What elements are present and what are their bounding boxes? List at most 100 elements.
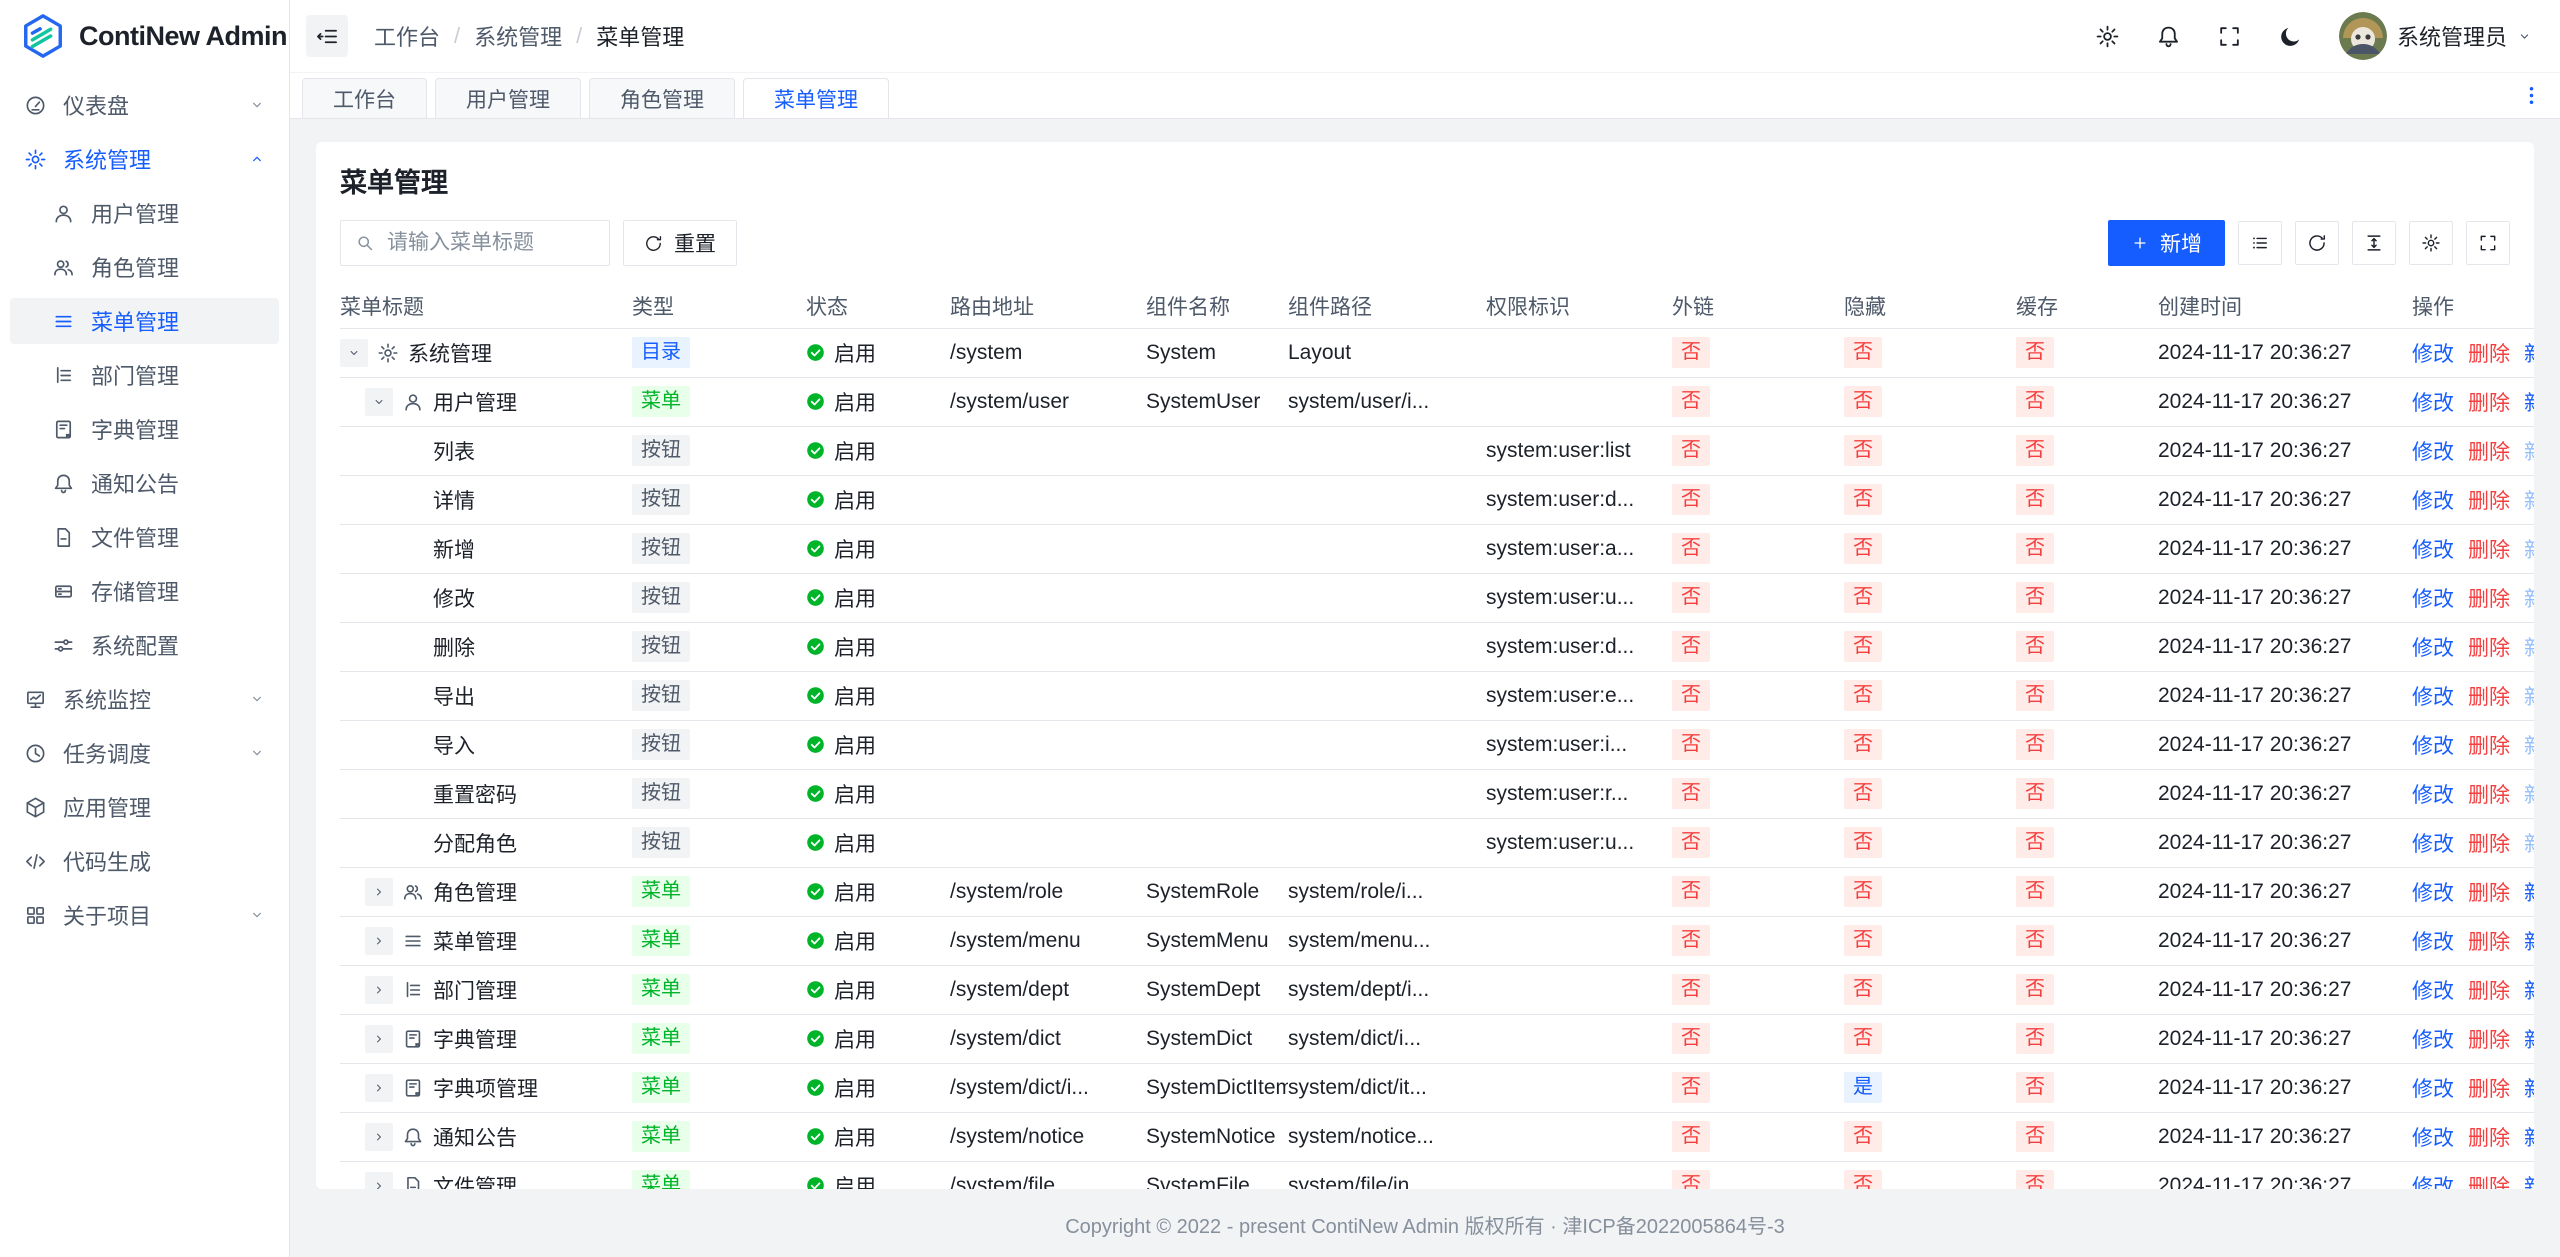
search-input[interactable] xyxy=(387,231,595,255)
fullscreen-button[interactable] xyxy=(2217,24,2242,49)
collapse-row-button[interactable] xyxy=(340,338,368,367)
reset-button[interactable]: 重置 xyxy=(623,220,737,266)
delete-link[interactable]: 删除 xyxy=(2468,636,2510,660)
expand-row-button[interactable] xyxy=(365,975,393,1004)
expand-row-button[interactable] xyxy=(365,1073,393,1102)
permission-cell: system:user:e... xyxy=(1486,671,1672,721)
sidebar-item[interactable]: 仪表盘 xyxy=(10,82,279,128)
edit-link[interactable]: 修改 xyxy=(2412,1175,2454,1190)
delete-link[interactable]: 删除 xyxy=(2468,1175,2510,1190)
list-view-tool-button[interactable] xyxy=(2238,221,2282,265)
yes-no-badge: 否 xyxy=(1844,974,1882,1005)
component-path-cell xyxy=(1288,769,1486,819)
sidebar-item[interactable]: 代码生成 xyxy=(10,838,279,884)
moon-button[interactable] xyxy=(2278,24,2303,49)
edit-link[interactable]: 修改 xyxy=(2412,538,2454,562)
delete-link[interactable]: 删除 xyxy=(2468,391,2510,415)
edit-link[interactable]: 修改 xyxy=(2412,1028,2454,1052)
edit-link[interactable]: 修改 xyxy=(2412,930,2454,954)
expand-row-button[interactable] xyxy=(365,1171,393,1189)
sidebar-item[interactable]: 角色管理 xyxy=(10,244,279,290)
add-link[interactable]: 新增 xyxy=(2524,1127,2534,1150)
add-link[interactable]: 新增 xyxy=(2524,1029,2534,1052)
sidebar-item[interactable]: 用户管理 xyxy=(10,190,279,236)
sidebar-item[interactable]: 字典管理 xyxy=(10,406,279,452)
sidebar-item[interactable]: 系统监控 xyxy=(10,676,279,722)
tab-more-button[interactable] xyxy=(2519,83,2544,108)
sidebar-item[interactable]: 关于项目 xyxy=(10,892,279,938)
add-button[interactable]: 新增 xyxy=(2108,220,2225,266)
edit-link[interactable]: 修改 xyxy=(2412,881,2454,905)
expand-row-button[interactable] xyxy=(365,1122,393,1151)
tab[interactable]: 工作台 xyxy=(302,78,427,118)
edit-link[interactable]: 修改 xyxy=(2412,832,2454,856)
edit-link[interactable]: 修改 xyxy=(2412,440,2454,464)
sidebar-item[interactable]: 文件管理 xyxy=(10,514,279,560)
delete-link[interactable]: 删除 xyxy=(2468,342,2510,366)
delete-link[interactable]: 删除 xyxy=(2468,1028,2510,1052)
sidebar-item[interactable]: 应用管理 xyxy=(10,784,279,830)
add-link[interactable]: 新增 xyxy=(2524,980,2534,1003)
delete-link[interactable]: 删除 xyxy=(2468,1126,2510,1150)
add-link[interactable]: 新增 xyxy=(2524,343,2534,366)
breadcrumb-item[interactable]: 系统管理 xyxy=(474,25,563,50)
sidebar-item[interactable]: 任务调度 xyxy=(10,730,279,776)
fullscreen-icon xyxy=(2217,24,2242,49)
user-menu[interactable]: 系统管理员 xyxy=(2338,12,2532,60)
sidebar-collapse-button[interactable] xyxy=(306,15,348,57)
delete-link[interactable]: 删除 xyxy=(2468,930,2510,954)
row-height-tool-button[interactable] xyxy=(2352,221,2396,265)
delete-link[interactable]: 删除 xyxy=(2468,979,2510,1003)
edit-link[interactable]: 修改 xyxy=(2412,783,2454,807)
edit-link[interactable]: 修改 xyxy=(2412,636,2454,660)
edit-link[interactable]: 修改 xyxy=(2412,342,2454,366)
delete-link[interactable]: 删除 xyxy=(2468,734,2510,758)
expand-row-button[interactable] xyxy=(365,877,393,906)
edit-link[interactable]: 修改 xyxy=(2412,1077,2454,1101)
edit-link[interactable]: 修改 xyxy=(2412,685,2454,709)
collapse-row-button[interactable] xyxy=(365,387,393,416)
file-icon xyxy=(52,526,75,549)
tab[interactable]: 用户管理 xyxy=(435,78,581,118)
delete-link[interactable]: 删除 xyxy=(2468,538,2510,562)
breadcrumb-item[interactable]: 工作台 xyxy=(374,25,441,50)
expand-row-button[interactable] xyxy=(365,1024,393,1053)
add-link[interactable]: 新增 xyxy=(2524,1176,2534,1190)
edit-link[interactable]: 修改 xyxy=(2412,979,2454,1003)
delete-link[interactable]: 删除 xyxy=(2468,832,2510,856)
sidebar-item[interactable]: 系统配置 xyxy=(10,622,279,668)
add-link[interactable]: 新增 xyxy=(2524,882,2534,905)
add-link[interactable]: 新增 xyxy=(2524,1078,2534,1101)
edit-link[interactable]: 修改 xyxy=(2412,1126,2454,1150)
delete-link[interactable]: 删除 xyxy=(2468,685,2510,709)
tab[interactable]: 角色管理 xyxy=(589,78,735,118)
sidebar-item[interactable]: 部门管理 xyxy=(10,352,279,398)
sidebar-item[interactable]: 存储管理 xyxy=(10,568,279,614)
refresh-tool-button[interactable] xyxy=(2295,221,2339,265)
edit-link[interactable]: 修改 xyxy=(2412,587,2454,611)
edit-link[interactable]: 修改 xyxy=(2412,391,2454,415)
add-link[interactable]: 新增 xyxy=(2524,931,2534,954)
sidebar-item[interactable]: 通知公告 xyxy=(10,460,279,506)
breadcrumb: 工作台 / 系统管理 / 菜单管理 xyxy=(374,20,684,52)
delete-link[interactable]: 删除 xyxy=(2468,587,2510,611)
settings-tool-button[interactable] xyxy=(2409,221,2453,265)
settings-button[interactable] xyxy=(2095,24,2120,49)
expand-row-button[interactable] xyxy=(365,926,393,955)
fullscreen-tool-button[interactable] xyxy=(2466,221,2510,265)
delete-link[interactable]: 删除 xyxy=(2468,1077,2510,1101)
bell-button[interactable] xyxy=(2156,24,2181,49)
add-link[interactable]: 新增 xyxy=(2524,392,2534,415)
breadcrumb-item[interactable]: 菜单管理 xyxy=(596,25,685,50)
delete-link[interactable]: 删除 xyxy=(2468,881,2510,905)
delete-link[interactable]: 删除 xyxy=(2468,489,2510,513)
sidebar-item[interactable]: 系统管理 xyxy=(10,136,279,182)
tab[interactable]: 菜单管理 xyxy=(743,78,889,118)
delete-link[interactable]: 删除 xyxy=(2468,783,2510,807)
app-logo[interactable]: ContiNew Admin xyxy=(0,0,289,72)
edit-link[interactable]: 修改 xyxy=(2412,734,2454,758)
edit-link[interactable]: 修改 xyxy=(2412,489,2454,513)
sidebar-item[interactable]: 菜单管理 xyxy=(10,298,279,344)
delete-link[interactable]: 删除 xyxy=(2468,440,2510,464)
